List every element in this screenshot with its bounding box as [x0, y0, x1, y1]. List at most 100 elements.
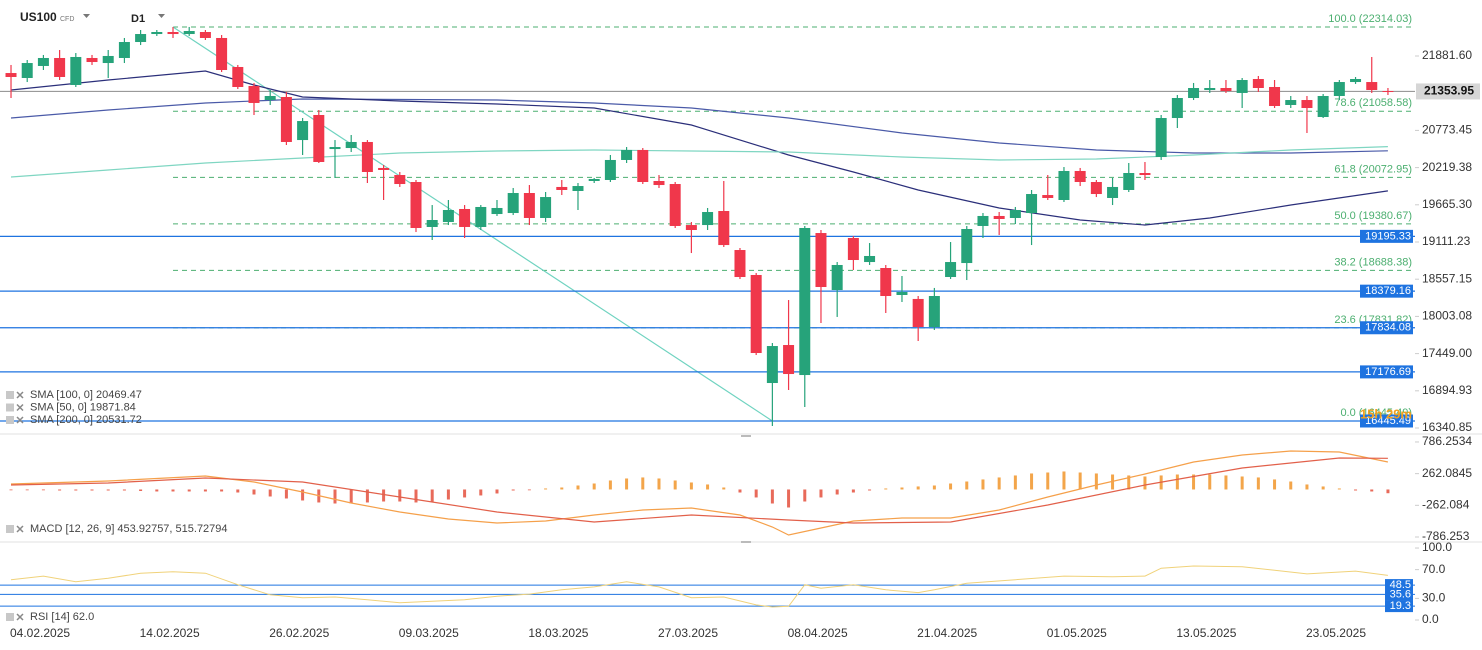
legend-entry: SMA [50, 0] 19871.84 — [30, 401, 136, 413]
candle-body — [572, 186, 584, 191]
macd-histogram-bar — [1354, 489, 1358, 491]
macd-histogram-bar — [1321, 486, 1325, 490]
macd-histogram-bar — [1386, 489, 1390, 494]
candle-body — [1123, 173, 1135, 190]
macd-histogram-bar — [25, 489, 29, 491]
macd-histogram-bar — [1030, 473, 1034, 490]
candle-body — [135, 34, 147, 43]
candle-body — [540, 197, 552, 218]
macd-histogram-bar — [965, 481, 969, 490]
candle-body — [361, 141, 373, 172]
macd-histogram-bar — [1370, 489, 1374, 492]
macd-histogram-bar — [560, 487, 564, 490]
y-tick-label: 786.2534 — [1422, 434, 1472, 448]
interval-dropdown[interactable] — [158, 14, 165, 18]
candle-body — [912, 298, 924, 328]
candle-body — [183, 30, 195, 35]
legend-close — [16, 525, 24, 533]
macd-histogram-bar — [1208, 474, 1212, 490]
y-tick-label: 16894.93 — [1422, 383, 1472, 397]
macd-histogram-bar — [835, 489, 839, 495]
candle-body — [297, 121, 309, 141]
legend-entry: SMA [200, 0] 20531.72 — [30, 414, 142, 426]
candle-body — [21, 63, 33, 78]
macd-histogram-bar — [997, 477, 1001, 490]
y-tick-label: -262.084 — [1422, 497, 1470, 511]
interval[interactable]: D1 — [131, 13, 145, 25]
candle-body — [102, 55, 114, 64]
macd-histogram-bar — [608, 480, 612, 490]
macd-histogram-bar — [819, 489, 823, 498]
x-tick-label: 26.02.2025 — [269, 626, 329, 640]
y-tick-label: 19111.23 — [1422, 234, 1471, 248]
candle-body — [1285, 100, 1297, 105]
y-tick-label: 262.0845 — [1422, 466, 1472, 480]
macd-histogram-bar — [657, 478, 661, 490]
symbol-dropdown[interactable] — [83, 14, 90, 18]
macd-histogram-bar — [268, 489, 272, 497]
macd-histogram-bar — [1127, 475, 1131, 490]
candle-body — [685, 225, 697, 231]
macd-histogram-bar — [9, 489, 13, 491]
candle-body — [167, 32, 179, 35]
candle-body — [1366, 82, 1378, 91]
panel-handle[interactable] — [741, 541, 751, 543]
x-tick-label: 04.02.2025 — [10, 626, 70, 640]
macd-histogram-bar — [349, 489, 353, 504]
candle-body — [1236, 80, 1248, 93]
macd-histogram-bar — [592, 483, 596, 490]
candle-body — [248, 85, 260, 103]
macd-histogram-bar — [722, 487, 726, 490]
candle-body — [1009, 209, 1021, 218]
candle-body — [1252, 79, 1264, 89]
candle-body — [216, 37, 228, 71]
macd-histogram-bar — [203, 489, 207, 492]
candle-body — [977, 215, 989, 226]
macd-histogram-bar — [1046, 472, 1050, 490]
candle-body — [766, 346, 778, 384]
candle-body — [669, 184, 681, 226]
macd-histogram-bar — [414, 489, 418, 503]
macd-histogram-bar — [90, 489, 94, 491]
macd-histogram-bar — [1192, 474, 1196, 490]
y-tick-label: 19665.30 — [1422, 197, 1472, 211]
candle-body — [5, 73, 17, 77]
candle-body — [54, 57, 66, 77]
macd-histogram-bar — [382, 489, 386, 502]
macd-histogram-bar — [106, 489, 110, 491]
support-label: 17834.08 — [1365, 322, 1411, 334]
candle-body — [1333, 82, 1345, 96]
panel-handle[interactable] — [741, 435, 751, 437]
instrument-kind: CFD — [60, 16, 74, 23]
rsi-level-label: 19.3 — [1390, 600, 1411, 612]
y-tick-label: 16340.85 — [1422, 420, 1472, 434]
macd-histogram-bar — [511, 489, 515, 491]
support-label-box — [1360, 229, 1413, 243]
x-tick-label: 18.03.2025 — [528, 626, 588, 640]
rsi-level-label: 48.5 — [1390, 579, 1411, 591]
last-price-box — [1416, 83, 1480, 100]
macd-histogram-bar — [916, 486, 920, 490]
fib-label: 61.8 (20072.95) — [1334, 163, 1412, 175]
candle-body — [815, 233, 827, 288]
candle-body — [588, 178, 600, 181]
macd-histogram-bar — [689, 482, 693, 490]
candle-body — [637, 149, 649, 182]
sma-line — [10, 70, 1388, 226]
macd-histogram-bar — [803, 489, 807, 502]
candle-body — [264, 95, 276, 101]
candle-body — [523, 193, 535, 218]
macd-title: MACD [12, 26, 9] 453.92757, 515.72794 — [30, 523, 228, 535]
candle-body — [864, 255, 876, 263]
macd-histogram-bar — [851, 489, 855, 493]
macd-histogram-bar — [1256, 477, 1260, 490]
candle-body — [37, 57, 49, 66]
macd-histogram-bar — [1094, 473, 1098, 490]
macd-histogram-bar — [155, 489, 159, 492]
support-label: 19195.33 — [1365, 230, 1411, 242]
macd-histogram-bar — [1143, 476, 1147, 490]
fib-label: 78.6 (21058.58) — [1334, 97, 1412, 109]
symbol[interactable]: US100 — [20, 10, 57, 24]
macd-histogram-bar — [884, 488, 888, 490]
macd-histogram-bar — [527, 489, 531, 491]
